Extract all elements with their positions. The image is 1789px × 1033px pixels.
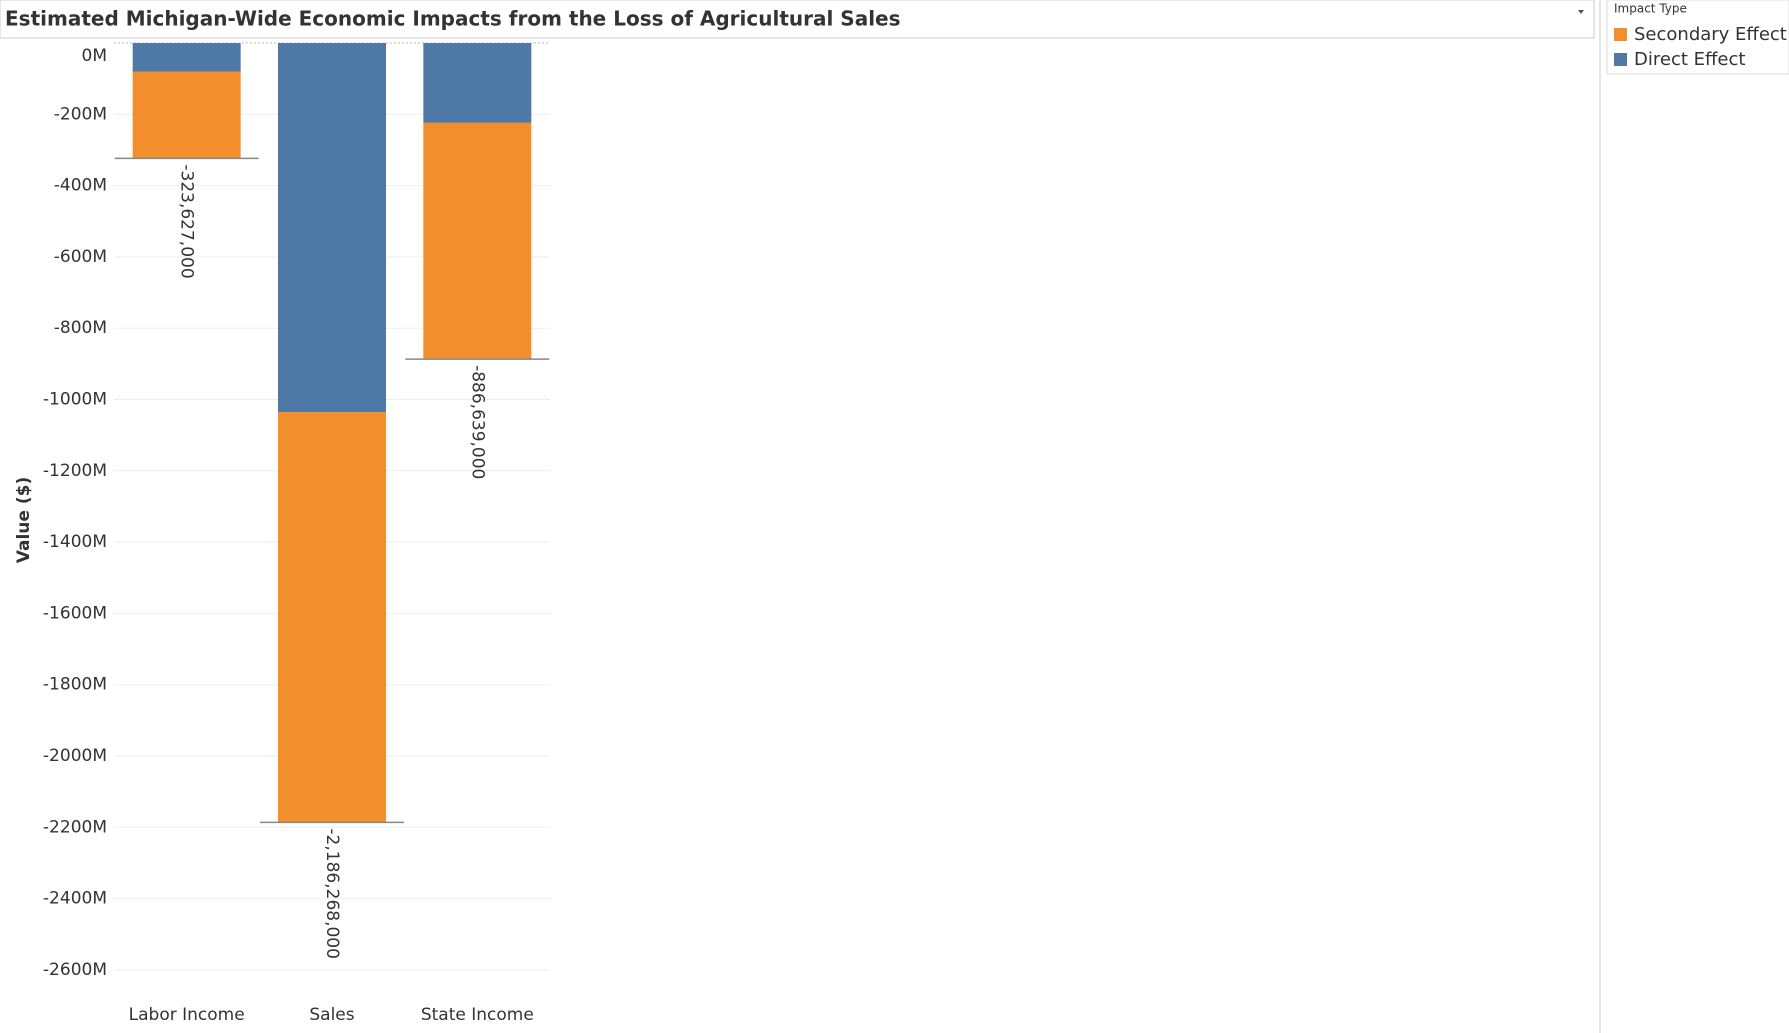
y-tick-label: -400M (54, 176, 107, 196)
y-tick-label: 0M (82, 46, 107, 66)
y-tick-label: -600M (54, 247, 107, 267)
y-tick-label: -1800M (43, 675, 107, 695)
bar-segment (423, 43, 532, 123)
y-tick-label: -1200M (43, 461, 107, 481)
y-tick-label: -200M (54, 104, 107, 124)
y-tick-label: -2400M (43, 889, 107, 909)
x-tick-label: State Income (421, 1005, 534, 1025)
total-label: -2,186,268,000 (322, 828, 342, 959)
legend-label: Secondary Effect (1634, 24, 1787, 45)
bar-segment (278, 411, 386, 823)
y-tick-label: -1000M (43, 390, 107, 410)
y-tick-label: -2000M (43, 746, 107, 766)
y-axis-title: Value ($) (14, 477, 34, 563)
bar-segment (132, 43, 241, 72)
x-tick-label: Sales (309, 1005, 354, 1025)
y-tick-label: -1400M (43, 532, 107, 552)
title-bar (0, 0, 1595, 39)
y-tick-label: -2200M (43, 817, 107, 837)
total-label: -323,627,000 (177, 164, 197, 278)
bar-segment (423, 122, 532, 360)
y-tick-label: -2600M (43, 960, 107, 980)
legend-title: Impact Type (1614, 2, 1687, 16)
dropdown-icon[interactable] (1578, 10, 1584, 14)
bar-segment (132, 71, 241, 159)
total-label: -886,639,000 (467, 365, 487, 479)
legend-label: Direct Effect (1634, 49, 1745, 70)
y-tick-label: -1600M (43, 603, 107, 623)
bar-segment (278, 43, 386, 412)
y-tick-label: -800M (54, 318, 107, 338)
legend-swatch (1614, 53, 1627, 66)
chart-title: Estimated Michigan-Wide Economic Impacts… (5, 7, 901, 31)
legend-box (1606, 0, 1789, 75)
x-tick-label: Labor Income (129, 1005, 245, 1025)
legend-swatch (1614, 28, 1627, 41)
